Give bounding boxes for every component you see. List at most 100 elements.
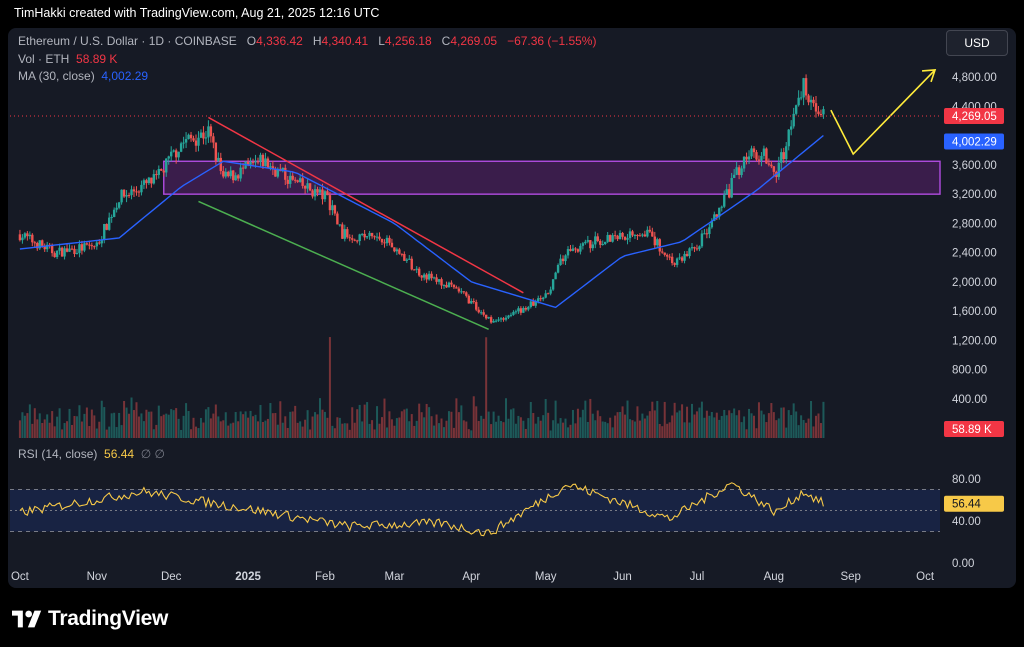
candle[interactable] bbox=[480, 312, 483, 314]
candle[interactable] bbox=[698, 246, 701, 250]
candle[interactable] bbox=[155, 174, 158, 176]
candle[interactable] bbox=[514, 311, 518, 313]
candle[interactable] bbox=[365, 236, 369, 238]
candle[interactable] bbox=[517, 308, 520, 312]
candle[interactable] bbox=[130, 189, 133, 196]
candle[interactable] bbox=[484, 314, 488, 319]
candle[interactable] bbox=[723, 194, 726, 207]
candle[interactable] bbox=[435, 277, 438, 282]
candle[interactable] bbox=[95, 242, 98, 247]
candle[interactable] bbox=[790, 126, 793, 130]
candle[interactable] bbox=[437, 279, 441, 282]
candle[interactable] bbox=[708, 227, 711, 235]
candle[interactable] bbox=[306, 183, 309, 189]
candle[interactable] bbox=[294, 179, 297, 181]
candle[interactable] bbox=[752, 148, 756, 153]
candle[interactable] bbox=[103, 224, 106, 240]
candle[interactable] bbox=[318, 189, 322, 193]
candle[interactable] bbox=[591, 244, 594, 249]
candle[interactable] bbox=[28, 234, 32, 237]
candle[interactable] bbox=[683, 253, 686, 261]
candle[interactable] bbox=[489, 317, 493, 323]
candle[interactable] bbox=[165, 158, 168, 173]
candle[interactable] bbox=[822, 109, 825, 115]
candle[interactable] bbox=[705, 233, 709, 235]
candle[interactable] bbox=[214, 142, 218, 161]
candle[interactable] bbox=[241, 167, 245, 169]
candle[interactable] bbox=[311, 190, 314, 197]
candle[interactable] bbox=[713, 214, 716, 221]
candle[interactable] bbox=[55, 250, 59, 258]
candle[interactable] bbox=[656, 239, 659, 246]
candle[interactable] bbox=[559, 258, 562, 266]
candle[interactable] bbox=[236, 175, 240, 179]
candle[interactable] bbox=[375, 236, 379, 238]
candle[interactable] bbox=[747, 156, 751, 160]
chart-canvas[interactable]: 400.00 800.00 1,200.00 1,600.00 2,000.00 2,40… bbox=[8, 28, 1016, 588]
candle[interactable] bbox=[628, 231, 632, 239]
candle[interactable] bbox=[65, 248, 69, 252]
candle[interactable] bbox=[507, 315, 510, 318]
candle[interactable] bbox=[219, 157, 222, 172]
candle[interactable] bbox=[291, 175, 294, 180]
candle[interactable] bbox=[626, 238, 629, 240]
candle[interactable] bbox=[772, 166, 776, 172]
candle[interactable] bbox=[802, 78, 805, 98]
candle[interactable] bbox=[643, 234, 647, 237]
candle[interactable] bbox=[385, 237, 389, 244]
candle[interactable] bbox=[174, 150, 178, 158]
candle[interactable] bbox=[804, 78, 808, 96]
candle[interactable] bbox=[284, 167, 287, 180]
candle[interactable] bbox=[120, 189, 123, 203]
candle[interactable] bbox=[31, 234, 34, 243]
candle[interactable] bbox=[725, 189, 728, 195]
candle[interactable] bbox=[269, 166, 272, 168]
candle[interactable] bbox=[571, 248, 575, 251]
candle[interactable] bbox=[442, 284, 446, 286]
candle[interactable] bbox=[685, 253, 689, 257]
candle[interactable] bbox=[246, 161, 250, 165]
candle[interactable] bbox=[556, 265, 560, 273]
candle[interactable] bbox=[368, 232, 371, 237]
candle[interactable] bbox=[529, 301, 532, 308]
candle[interactable] bbox=[703, 233, 706, 235]
candle[interactable] bbox=[586, 240, 590, 242]
candle[interactable] bbox=[539, 298, 542, 300]
candle[interactable] bbox=[41, 240, 44, 246]
candle[interactable] bbox=[80, 244, 84, 251]
candle[interactable] bbox=[98, 242, 101, 244]
candle[interactable] bbox=[18, 234, 22, 241]
candle[interactable] bbox=[140, 184, 143, 193]
candle[interactable] bbox=[581, 243, 585, 246]
candle[interactable] bbox=[740, 168, 743, 176]
candle[interactable] bbox=[460, 291, 463, 293]
candle[interactable] bbox=[363, 233, 366, 238]
candle[interactable] bbox=[648, 229, 652, 232]
candle[interactable] bbox=[475, 302, 478, 310]
candle[interactable] bbox=[271, 166, 275, 169]
candle[interactable] bbox=[710, 220, 714, 228]
candle[interactable] bbox=[46, 244, 49, 250]
candle[interactable] bbox=[457, 288, 461, 292]
candle[interactable] bbox=[50, 245, 54, 254]
candle[interactable] bbox=[638, 235, 642, 237]
candle[interactable] bbox=[502, 318, 505, 320]
candle[interactable] bbox=[608, 235, 612, 242]
ma-label[interactable]: MA (30, close) bbox=[18, 69, 95, 83]
candle[interactable] bbox=[534, 301, 537, 306]
candle[interactable] bbox=[405, 259, 408, 261]
candle[interactable] bbox=[73, 248, 76, 254]
projection-path[interactable] bbox=[830, 69, 936, 156]
candle[interactable] bbox=[807, 95, 810, 103]
candle[interactable] bbox=[730, 177, 733, 198]
candle[interactable] bbox=[157, 169, 160, 175]
candle[interactable] bbox=[410, 258, 413, 270]
candle[interactable] bbox=[522, 308, 525, 313]
candle[interactable] bbox=[422, 274, 426, 278]
candle[interactable] bbox=[718, 207, 721, 217]
candle[interactable] bbox=[23, 233, 27, 238]
candle[interactable] bbox=[78, 244, 81, 253]
candle[interactable] bbox=[728, 189, 731, 198]
candle[interactable] bbox=[641, 234, 644, 236]
candle[interactable] bbox=[360, 233, 364, 235]
